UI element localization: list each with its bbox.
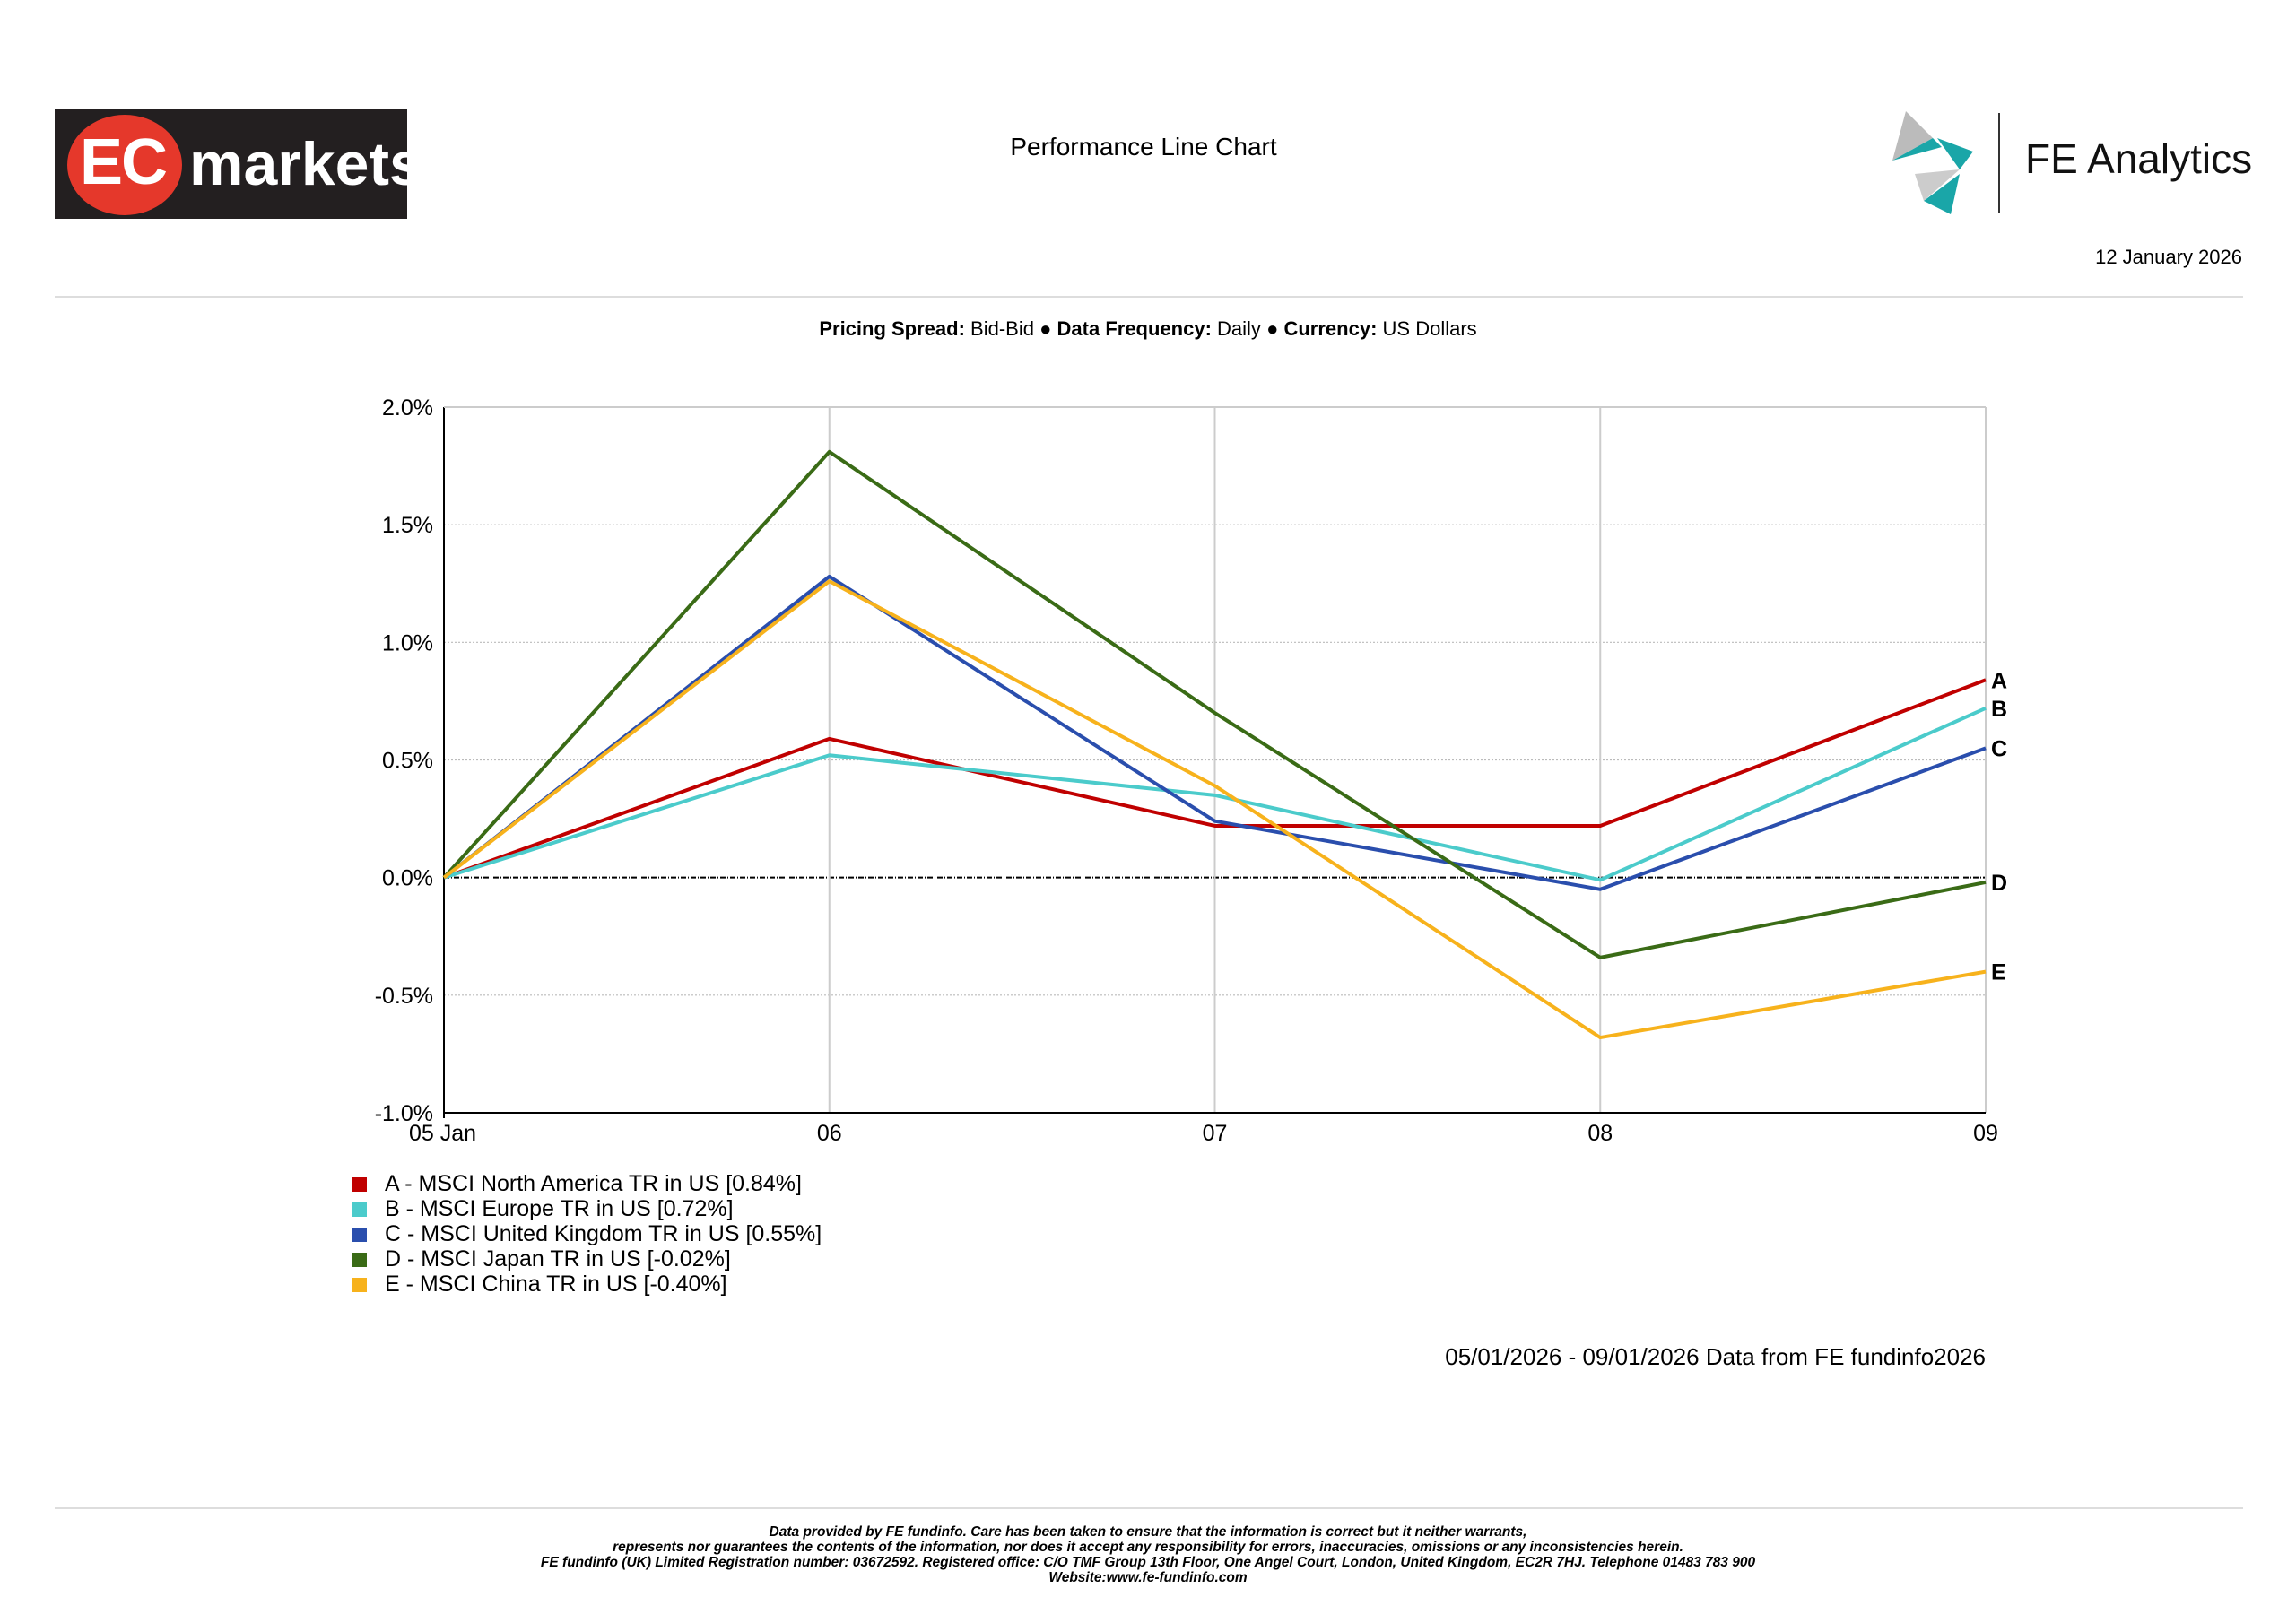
- currency-label: Currency:: [1283, 317, 1378, 340]
- legend-label: B - MSCI Europe TR in US [0.72%]: [385, 1196, 734, 1221]
- logo-markets-text: markets: [189, 130, 423, 198]
- website-text: Website:www.fe-fundinfo.com: [1048, 1570, 1248, 1585]
- logo-separator: [1998, 113, 2000, 213]
- report-date: 12 January 2026: [2095, 246, 2242, 268]
- currency-value: US Dollars: [1382, 317, 1477, 340]
- legend-swatch: [352, 1278, 367, 1292]
- series-line-b: [443, 706, 1987, 882]
- x-tick-label: 07: [1203, 1121, 1228, 1146]
- legend-item: A - MSCI North America TR in US [0.84%]: [352, 1171, 802, 1196]
- y-tick-label: 0.5%: [382, 749, 433, 774]
- y-tick-label: 0.0%: [382, 866, 433, 891]
- disclaimer: Data provided by FE fundinfo. Care has b…: [0, 1524, 2296, 1585]
- legend-swatch: [352, 1228, 367, 1242]
- legend-label: C - MSCI United Kingdom TR in US [0.55%]: [385, 1221, 822, 1246]
- y-tick-label: 1.5%: [382, 513, 433, 538]
- series-end-label: D: [1991, 871, 2007, 896]
- series-end-label: A: [1991, 668, 2007, 693]
- legend-item: E - MSCI China TR in US [-0.40%]: [352, 1271, 727, 1297]
- series-line-d: [442, 449, 1987, 959]
- page-title: Performance Line Chart: [1010, 133, 1277, 161]
- frequency-value: Daily: [1217, 317, 1261, 340]
- date-range-text: 05/01/2026 - 09/01/2026 Data from FE fun…: [1445, 1343, 1986, 1370]
- y-tick-label: 2.0%: [382, 395, 433, 421]
- ec-markets-logo: EC markets: [55, 109, 423, 219]
- x-tick-label: 05 Jan: [409, 1121, 476, 1146]
- legend-item: D - MSCI Japan TR in US [-0.02%]: [352, 1246, 731, 1271]
- x-tick-label: 09: [1973, 1121, 1998, 1146]
- chart-settings: Pricing Spread: Bid-Bid ● Data Frequency…: [0, 317, 2296, 341]
- disclaimer-line: represents nor guarantees the contents o…: [613, 1540, 1683, 1555]
- series-end-label: B: [1991, 697, 2007, 722]
- y-tick-label: 1.0%: [382, 630, 433, 655]
- legend-label: D - MSCI Japan TR in US [-0.02%]: [385, 1246, 731, 1271]
- legend-swatch: [352, 1177, 367, 1192]
- pricing-value: Bid-Bid: [970, 317, 1034, 340]
- y-tick-label: -1.0%: [375, 1101, 433, 1126]
- x-tick-label: 08: [1587, 1121, 1613, 1146]
- bullet: ●: [1266, 317, 1279, 340]
- legend-label: A - MSCI North America TR in US [0.84%]: [385, 1171, 802, 1196]
- legend-swatch: [352, 1202, 367, 1217]
- header-divider: [55, 296, 2243, 298]
- legend-item: B - MSCI Europe TR in US [0.72%]: [352, 1196, 734, 1221]
- fe-analytics-logo-icon: [1892, 111, 1973, 214]
- logo-ec-text: EC: [80, 126, 168, 198]
- fe-analytics-brand: FE Analytics: [2025, 135, 2253, 182]
- bullet: ●: [1039, 317, 1052, 340]
- series-line-c: [442, 574, 1987, 891]
- pricing-label: Pricing Spread:: [819, 317, 965, 340]
- disclaimer-line: Data provided by FE fundinfo. Care has b…: [769, 1524, 1527, 1540]
- legend-item: C - MSCI United Kingdom TR in US [0.55%]: [352, 1221, 822, 1246]
- legend-swatch: [352, 1253, 367, 1267]
- y-tick-label: -0.5%: [375, 984, 433, 1009]
- frequency-label: Data Frequency:: [1057, 317, 1212, 340]
- series-end-label: E: [1991, 960, 2006, 985]
- logo-circle: [67, 115, 182, 215]
- series-line-e: [442, 579, 1987, 1040]
- series-end-label: C: [1991, 736, 2007, 761]
- x-tick-label: 06: [817, 1121, 842, 1146]
- disclaimer-line: FE fundinfo (UK) Limited Registration nu…: [540, 1555, 1756, 1570]
- series-line-a: [443, 678, 1987, 880]
- footer-divider: [55, 1507, 2243, 1509]
- legend-label: E - MSCI China TR in US [-0.40%]: [385, 1271, 727, 1297]
